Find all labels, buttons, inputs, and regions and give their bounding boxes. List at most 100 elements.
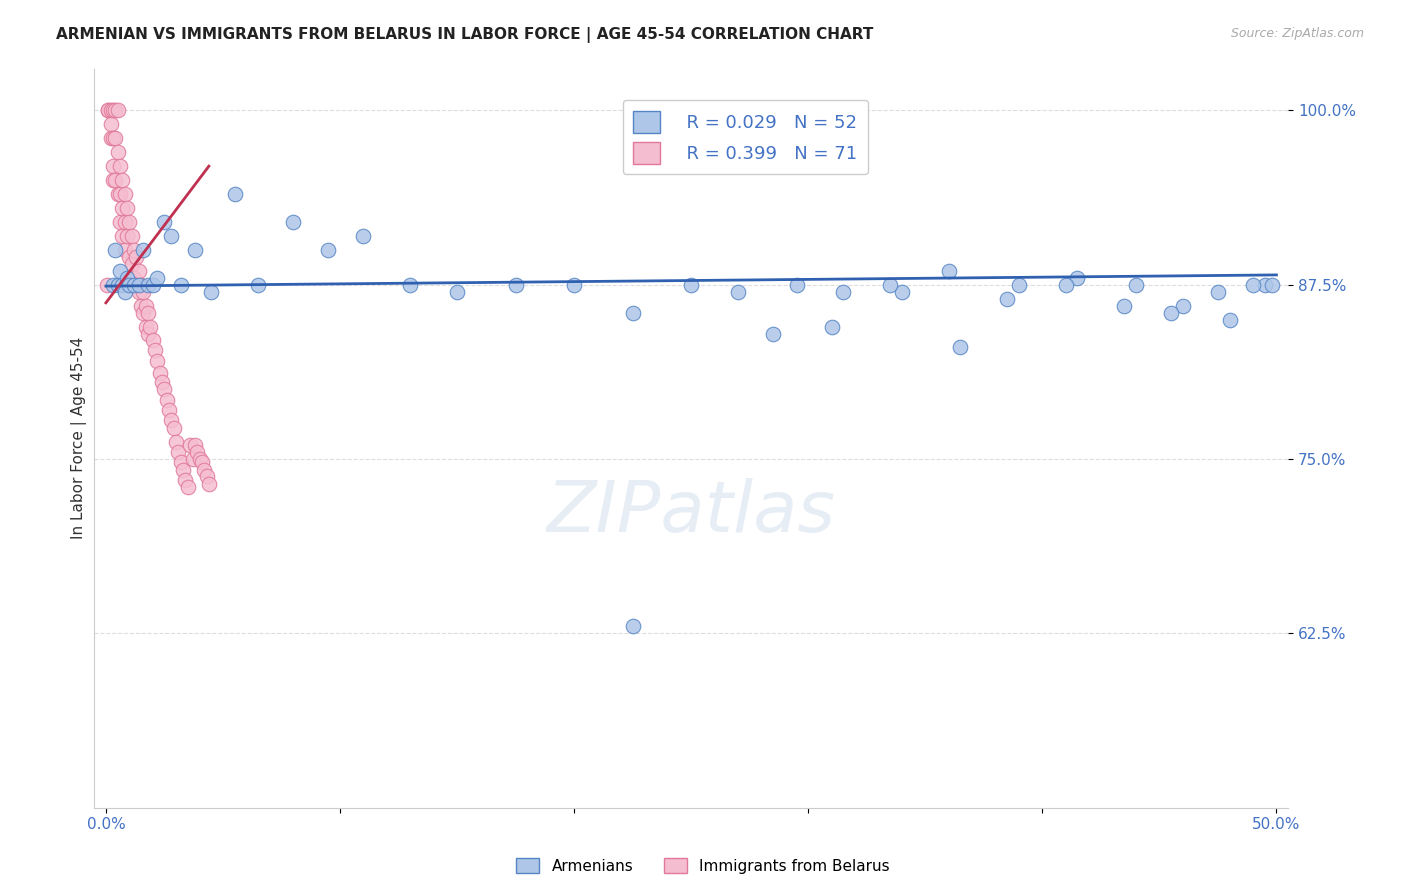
Point bbox=[727, 285, 749, 299]
Point bbox=[160, 228, 183, 243]
Point bbox=[104, 103, 127, 118]
Point bbox=[1066, 270, 1088, 285]
Point bbox=[195, 468, 218, 483]
Point bbox=[107, 277, 129, 292]
Point bbox=[149, 366, 172, 380]
Point bbox=[108, 159, 131, 173]
Point bbox=[198, 477, 221, 491]
Point bbox=[142, 277, 165, 292]
Point bbox=[352, 228, 374, 243]
Point bbox=[153, 215, 176, 229]
Point bbox=[115, 228, 138, 243]
Point bbox=[128, 285, 150, 299]
Y-axis label: In Labor Force | Age 45-54: In Labor Force | Age 45-54 bbox=[72, 337, 87, 540]
Point bbox=[1241, 277, 1264, 292]
Legend: Armenians, Immigrants from Belarus: Armenians, Immigrants from Belarus bbox=[510, 852, 896, 880]
Point bbox=[135, 299, 157, 313]
Point bbox=[101, 103, 124, 118]
Point bbox=[153, 382, 176, 396]
Point bbox=[122, 270, 145, 285]
Point bbox=[100, 103, 122, 118]
Legend:   R = 0.029   N = 52,   R = 0.399   N = 71: R = 0.029 N = 52, R = 0.399 N = 71 bbox=[623, 100, 868, 175]
Point bbox=[111, 228, 134, 243]
Point bbox=[115, 270, 138, 285]
Point bbox=[122, 277, 145, 292]
Point bbox=[146, 354, 169, 368]
Point bbox=[125, 250, 148, 264]
Point bbox=[562, 277, 585, 292]
Point bbox=[938, 264, 960, 278]
Point bbox=[820, 319, 842, 334]
Point bbox=[136, 277, 159, 292]
Point bbox=[135, 319, 157, 334]
Point bbox=[1008, 277, 1031, 292]
Point bbox=[399, 277, 422, 292]
Point bbox=[179, 438, 201, 452]
Text: ARMENIAN VS IMMIGRANTS FROM BELARUS IN LABOR FORCE | AGE 45-54 CORRELATION CHART: ARMENIAN VS IMMIGRANTS FROM BELARUS IN L… bbox=[56, 27, 873, 43]
Point bbox=[188, 452, 211, 467]
Point bbox=[111, 277, 134, 292]
Point bbox=[200, 285, 222, 299]
Point bbox=[114, 243, 136, 257]
Point bbox=[128, 264, 150, 278]
Point bbox=[111, 173, 134, 187]
Point bbox=[107, 145, 129, 160]
Point bbox=[1219, 312, 1241, 326]
Point bbox=[177, 480, 200, 494]
Point bbox=[139, 319, 162, 334]
Point bbox=[832, 285, 855, 299]
Point bbox=[621, 619, 644, 633]
Point bbox=[224, 187, 246, 202]
Point bbox=[136, 305, 159, 319]
Point bbox=[111, 201, 134, 215]
Point bbox=[157, 403, 180, 417]
Point bbox=[125, 277, 148, 292]
Point bbox=[160, 413, 183, 427]
Point bbox=[1254, 277, 1277, 292]
Point bbox=[96, 277, 118, 292]
Point bbox=[167, 445, 190, 459]
Point bbox=[132, 285, 155, 299]
Point bbox=[621, 305, 644, 319]
Point bbox=[108, 264, 131, 278]
Point bbox=[170, 455, 193, 469]
Point bbox=[114, 285, 136, 299]
Point bbox=[163, 421, 186, 435]
Point bbox=[283, 215, 305, 229]
Point bbox=[181, 452, 204, 467]
Point bbox=[142, 334, 165, 348]
Text: Source: ZipAtlas.com: Source: ZipAtlas.com bbox=[1230, 27, 1364, 40]
Point bbox=[156, 393, 179, 408]
Point bbox=[104, 173, 127, 187]
Point bbox=[121, 257, 143, 271]
Point bbox=[132, 243, 155, 257]
Point bbox=[995, 292, 1018, 306]
Point bbox=[101, 173, 124, 187]
Point bbox=[505, 277, 527, 292]
Point bbox=[108, 215, 131, 229]
Point bbox=[1160, 305, 1182, 319]
Point bbox=[122, 243, 145, 257]
Point bbox=[129, 299, 152, 313]
Point bbox=[786, 277, 808, 292]
Point bbox=[97, 103, 120, 118]
Point bbox=[165, 435, 187, 450]
Point bbox=[879, 277, 901, 292]
Point bbox=[446, 285, 468, 299]
Point bbox=[128, 277, 150, 292]
Point bbox=[1261, 277, 1284, 292]
Point bbox=[115, 201, 138, 215]
Point bbox=[132, 305, 155, 319]
Point bbox=[172, 463, 194, 477]
Point bbox=[101, 131, 124, 145]
Point bbox=[118, 277, 141, 292]
Point bbox=[191, 455, 214, 469]
Point bbox=[146, 270, 169, 285]
Point bbox=[1206, 285, 1229, 299]
Point bbox=[100, 131, 122, 145]
Point bbox=[184, 243, 207, 257]
Point bbox=[193, 463, 215, 477]
Point bbox=[136, 326, 159, 341]
Point bbox=[104, 131, 127, 145]
Point bbox=[1171, 299, 1194, 313]
